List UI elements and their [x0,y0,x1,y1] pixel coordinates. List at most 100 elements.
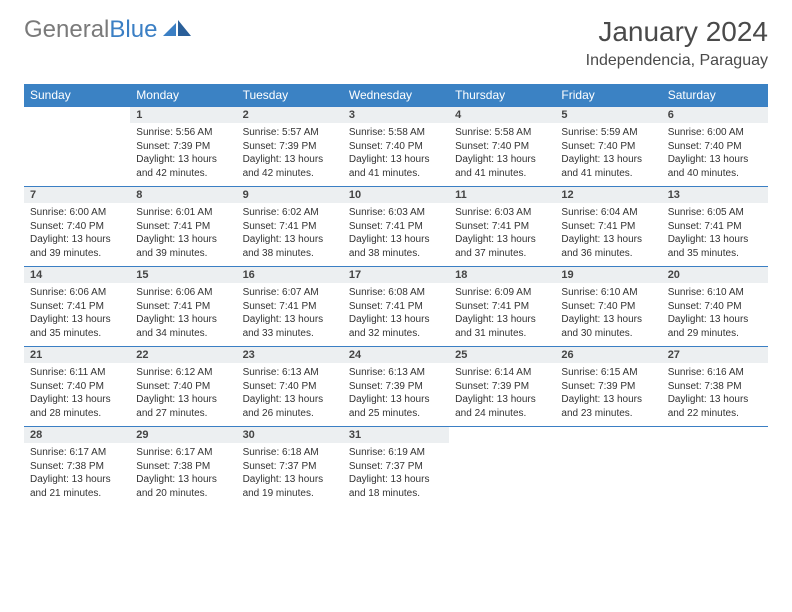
day-number-cell: 17 [343,267,449,284]
sunrise-line: Sunrise: 6:14 AM [455,366,549,380]
sunset-line: Sunset: 7:40 PM [455,140,549,154]
day-number-cell: 20 [662,267,768,284]
sunrise-line: Sunrise: 6:04 AM [561,206,655,220]
day-number-cell [24,107,130,124]
sunrise-line: Sunrise: 6:12 AM [136,366,230,380]
sunrise-line: Sunrise: 6:02 AM [243,206,337,220]
daylight-line: Daylight: 13 hours and 41 minutes. [455,153,549,180]
brand-part2: Blue [109,16,157,43]
sunset-line: Sunset: 7:39 PM [455,380,549,394]
sunset-line: Sunset: 7:38 PM [30,460,124,474]
sunset-line: Sunset: 7:41 PM [455,300,549,314]
day-number-cell: 6 [662,107,768,124]
sunrise-line: Sunrise: 6:11 AM [30,366,124,380]
day-content-cell [662,443,768,506]
day-content-cell: Sunrise: 6:13 AMSunset: 7:39 PMDaylight:… [343,363,449,427]
day-content-cell: Sunrise: 6:07 AMSunset: 7:41 PMDaylight:… [237,283,343,347]
sunset-line: Sunset: 7:40 PM [668,300,762,314]
day-content-cell: Sunrise: 6:03 AMSunset: 7:41 PMDaylight:… [343,203,449,267]
header: GeneralBlue January 2024 Independencia, … [24,16,768,70]
day-number-cell: 26 [555,347,661,364]
day-number-cell: 5 [555,107,661,124]
sunset-line: Sunset: 7:40 PM [243,380,337,394]
day-content-cell: Sunrise: 6:06 AMSunset: 7:41 PMDaylight:… [130,283,236,347]
sunset-line: Sunset: 7:41 PM [243,220,337,234]
sunrise-line: Sunrise: 6:10 AM [561,286,655,300]
sunset-line: Sunset: 7:38 PM [668,380,762,394]
weekday-header: Tuesday [237,84,343,107]
sunset-line: Sunset: 7:40 PM [30,380,124,394]
day-content-cell: Sunrise: 5:56 AMSunset: 7:39 PMDaylight:… [130,123,236,187]
day-number-cell: 31 [343,427,449,444]
day-content-cell: Sunrise: 6:00 AMSunset: 7:40 PMDaylight:… [662,123,768,187]
daylight-line: Daylight: 13 hours and 28 minutes. [30,393,124,420]
daylight-line: Daylight: 13 hours and 38 minutes. [243,233,337,260]
day-content-cell: Sunrise: 6:05 AMSunset: 7:41 PMDaylight:… [662,203,768,267]
day-number-row: 123456 [24,107,768,124]
daylight-line: Daylight: 13 hours and 32 minutes. [349,313,443,340]
sunset-line: Sunset: 7:41 PM [136,220,230,234]
sunrise-line: Sunrise: 6:18 AM [243,446,337,460]
day-number-cell: 28 [24,427,130,444]
sunset-line: Sunset: 7:39 PM [349,380,443,394]
day-number-cell: 9 [237,187,343,204]
sunrise-line: Sunrise: 6:01 AM [136,206,230,220]
sunset-line: Sunset: 7:38 PM [136,460,230,474]
day-content-cell: Sunrise: 6:10 AMSunset: 7:40 PMDaylight:… [662,283,768,347]
daylight-line: Daylight: 13 hours and 39 minutes. [30,233,124,260]
day-number-cell: 12 [555,187,661,204]
day-number-cell: 24 [343,347,449,364]
sunrise-line: Sunrise: 5:57 AM [243,126,337,140]
sunset-line: Sunset: 7:41 PM [349,300,443,314]
day-number-cell: 2 [237,107,343,124]
day-number-cell: 15 [130,267,236,284]
day-content-cell: Sunrise: 5:57 AMSunset: 7:39 PMDaylight:… [237,123,343,187]
day-number-cell: 3 [343,107,449,124]
sunrise-line: Sunrise: 5:56 AM [136,126,230,140]
weekday-header: Sunday [24,84,130,107]
sunrise-line: Sunrise: 6:16 AM [668,366,762,380]
sunset-line: Sunset: 7:37 PM [243,460,337,474]
daylight-line: Daylight: 13 hours and 18 minutes. [349,473,443,500]
daylight-line: Daylight: 13 hours and 24 minutes. [455,393,549,420]
daylight-line: Daylight: 13 hours and 41 minutes. [561,153,655,180]
day-content-cell: Sunrise: 6:04 AMSunset: 7:41 PMDaylight:… [555,203,661,267]
day-content-cell: Sunrise: 6:02 AMSunset: 7:41 PMDaylight:… [237,203,343,267]
daylight-line: Daylight: 13 hours and 42 minutes. [243,153,337,180]
day-content-cell: Sunrise: 6:14 AMSunset: 7:39 PMDaylight:… [449,363,555,427]
sunset-line: Sunset: 7:41 PM [561,220,655,234]
daylight-line: Daylight: 13 hours and 42 minutes. [136,153,230,180]
daylight-line: Daylight: 13 hours and 39 minutes. [136,233,230,260]
day-number-cell: 11 [449,187,555,204]
day-number-cell [662,427,768,444]
day-number-row: 28293031 [24,427,768,444]
sunrise-line: Sunrise: 6:17 AM [136,446,230,460]
day-content-cell: Sunrise: 6:11 AMSunset: 7:40 PMDaylight:… [24,363,130,427]
daylight-line: Daylight: 13 hours and 25 minutes. [349,393,443,420]
sunset-line: Sunset: 7:40 PM [561,140,655,154]
day-content-cell: Sunrise: 5:58 AMSunset: 7:40 PMDaylight:… [449,123,555,187]
daylight-line: Daylight: 13 hours and 21 minutes. [30,473,124,500]
sunset-line: Sunset: 7:41 PM [455,220,549,234]
day-number-cell: 29 [130,427,236,444]
daylight-line: Daylight: 13 hours and 37 minutes. [455,233,549,260]
calendar-table: Sunday Monday Tuesday Wednesday Thursday… [24,84,768,506]
day-number-cell: 25 [449,347,555,364]
calendar-page: GeneralBlue January 2024 Independencia, … [0,0,792,522]
weekday-header: Wednesday [343,84,449,107]
sunset-line: Sunset: 7:40 PM [30,220,124,234]
sunrise-line: Sunrise: 6:05 AM [668,206,762,220]
day-content-cell [555,443,661,506]
day-number-cell: 22 [130,347,236,364]
weekday-header: Saturday [662,84,768,107]
day-content-row: Sunrise: 6:17 AMSunset: 7:38 PMDaylight:… [24,443,768,506]
sunrise-line: Sunrise: 6:03 AM [349,206,443,220]
day-number-row: 78910111213 [24,187,768,204]
brand-sail-icon [163,18,191,43]
daylight-line: Daylight: 13 hours and 35 minutes. [30,313,124,340]
sunset-line: Sunset: 7:39 PM [136,140,230,154]
daylight-line: Daylight: 13 hours and 38 minutes. [349,233,443,260]
daylight-line: Daylight: 13 hours and 33 minutes. [243,313,337,340]
sunset-line: Sunset: 7:40 PM [561,300,655,314]
day-content-cell: Sunrise: 6:19 AMSunset: 7:37 PMDaylight:… [343,443,449,506]
